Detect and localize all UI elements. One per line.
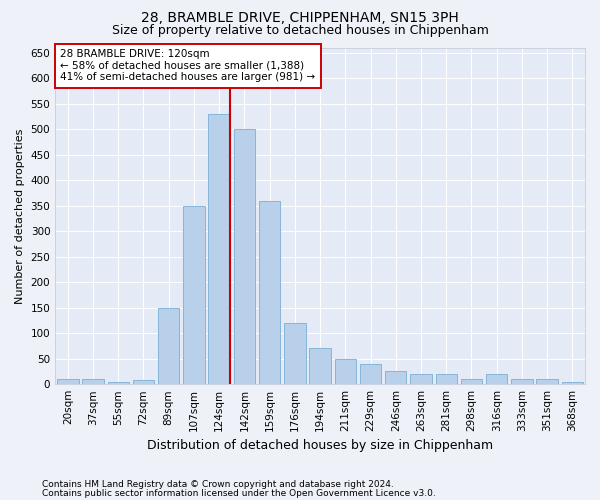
X-axis label: Distribution of detached houses by size in Chippenham: Distribution of detached houses by size … [147, 440, 493, 452]
Text: Contains HM Land Registry data © Crown copyright and database right 2024.: Contains HM Land Registry data © Crown c… [42, 480, 394, 489]
Bar [107, 382, 129, 384]
Bar [461, 379, 482, 384]
Bar [284, 323, 305, 384]
Bar [436, 374, 457, 384]
Y-axis label: Number of detached properties: Number of detached properties [15, 128, 25, 304]
Bar [82, 379, 104, 384]
Bar [208, 114, 230, 384]
Bar [133, 380, 154, 384]
Bar [511, 379, 533, 384]
Bar [486, 374, 508, 384]
Bar [233, 129, 255, 384]
Bar [158, 308, 179, 384]
Text: 28 BRAMBLE DRIVE: 120sqm
← 58% of detached houses are smaller (1,388)
41% of sem: 28 BRAMBLE DRIVE: 120sqm ← 58% of detach… [61, 49, 316, 82]
Bar [385, 372, 406, 384]
Bar [259, 200, 280, 384]
Bar [562, 382, 583, 384]
Bar [536, 379, 558, 384]
Bar [335, 358, 356, 384]
Text: 28, BRAMBLE DRIVE, CHIPPENHAM, SN15 3PH: 28, BRAMBLE DRIVE, CHIPPENHAM, SN15 3PH [141, 12, 459, 26]
Text: Size of property relative to detached houses in Chippenham: Size of property relative to detached ho… [112, 24, 488, 37]
Bar [183, 206, 205, 384]
Bar [410, 374, 432, 384]
Bar [310, 348, 331, 384]
Text: Contains public sector information licensed under the Open Government Licence v3: Contains public sector information licen… [42, 490, 436, 498]
Bar [360, 364, 381, 384]
Bar [57, 379, 79, 384]
